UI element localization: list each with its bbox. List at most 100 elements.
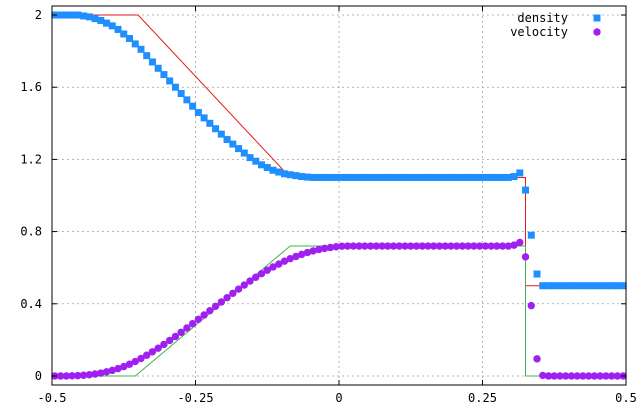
y-tick-label: 0.4	[20, 297, 42, 311]
density-point	[57, 11, 65, 19]
velocity-point	[286, 254, 294, 263]
velocity-point	[165, 336, 174, 345]
x-tick-label: 0	[335, 391, 342, 405]
velocity-point	[211, 302, 220, 311]
velocity-point	[326, 243, 335, 252]
velocity-point	[407, 242, 415, 250]
velocity-point	[613, 372, 622, 380]
data-points-layer	[51, 11, 627, 380]
velocity-point	[320, 244, 329, 253]
density-point	[223, 136, 231, 144]
velocity-point	[481, 242, 490, 250]
velocity-point	[102, 368, 111, 376]
velocity-point	[435, 242, 444, 250]
velocity-point	[200, 311, 208, 319]
density-point	[235, 145, 243, 153]
density-point	[177, 90, 185, 98]
density-point	[125, 34, 133, 42]
velocity-point	[361, 242, 369, 250]
density-point	[103, 19, 111, 27]
density-point	[160, 71, 168, 79]
ticks-layer: -0.5 -0.25 0 0.25 0.5 0 0.4 0.8 1.2 1.6 2	[20, 6, 637, 405]
density-point	[533, 270, 541, 278]
density-point	[309, 173, 317, 181]
velocity-point	[108, 366, 116, 375]
velocity-point	[91, 370, 99, 378]
velocity-point	[252, 273, 260, 281]
density-point	[97, 16, 105, 24]
velocity-point	[343, 242, 352, 250]
velocity-point	[539, 371, 547, 380]
velocity-point	[97, 369, 105, 377]
density-point	[194, 108, 202, 116]
y-tick-label: 0	[35, 369, 42, 383]
velocity-point	[389, 242, 398, 250]
density-point	[286, 171, 294, 179]
density-point	[435, 173, 443, 181]
density-point	[171, 83, 179, 91]
velocity-point	[510, 241, 518, 249]
velocity-point	[229, 289, 237, 298]
velocity-point	[452, 242, 461, 250]
density-point	[493, 173, 501, 181]
density-point	[567, 282, 575, 290]
velocity-point	[68, 372, 76, 380]
legend-label-density: density	[517, 11, 568, 25]
density-point	[85, 13, 93, 21]
legend-label-velocity: velocity	[510, 25, 568, 39]
velocity-point	[447, 242, 455, 250]
x-tick-label: -0.25	[177, 391, 213, 405]
density-point	[430, 173, 438, 181]
velocity-point	[275, 260, 283, 268]
density-point	[613, 282, 621, 290]
density-point	[200, 114, 208, 122]
velocity-point	[562, 372, 570, 380]
velocity-point	[372, 242, 381, 250]
velocity-point	[573, 372, 581, 380]
density-point	[62, 11, 70, 19]
velocity-point	[269, 263, 277, 271]
density-point	[355, 173, 363, 181]
velocity-point	[263, 266, 271, 274]
density-point	[401, 173, 409, 181]
velocity-point	[240, 281, 248, 289]
density-point	[166, 77, 174, 85]
density-point	[303, 173, 311, 181]
density-point	[504, 173, 512, 181]
velocity-point	[148, 348, 157, 356]
density-point	[321, 173, 329, 181]
velocity-point	[137, 354, 145, 363]
y-tick-label: 1.6	[20, 80, 42, 94]
velocity-point	[292, 252, 300, 261]
density-point	[510, 173, 518, 181]
velocity-point	[579, 372, 587, 380]
velocity-point	[246, 277, 254, 285]
velocity-point	[183, 324, 191, 332]
density-point	[539, 282, 547, 290]
density-point	[367, 173, 375, 181]
density-point	[481, 173, 489, 181]
density-point	[545, 282, 553, 290]
density-point	[252, 157, 260, 165]
density-point	[556, 282, 564, 290]
x-tick-label: 0.5	[615, 391, 637, 405]
velocity-point	[131, 357, 139, 366]
density-point	[453, 173, 461, 181]
density-point	[68, 11, 76, 19]
density-point	[407, 173, 415, 181]
y-tick-label: 1.2	[20, 152, 42, 166]
velocity-point	[378, 242, 386, 250]
density-point	[269, 166, 277, 174]
velocity-point	[516, 238, 524, 247]
velocity-point	[544, 372, 553, 380]
velocity-point	[607, 372, 616, 380]
velocity-point	[584, 372, 593, 380]
velocity-point	[188, 319, 197, 328]
legend-marker-density	[593, 14, 601, 22]
velocity-point	[62, 372, 71, 380]
x-tick-label: 0.25	[468, 391, 497, 405]
density-point	[458, 173, 466, 181]
velocity-point	[79, 371, 88, 379]
density-point	[527, 231, 535, 239]
